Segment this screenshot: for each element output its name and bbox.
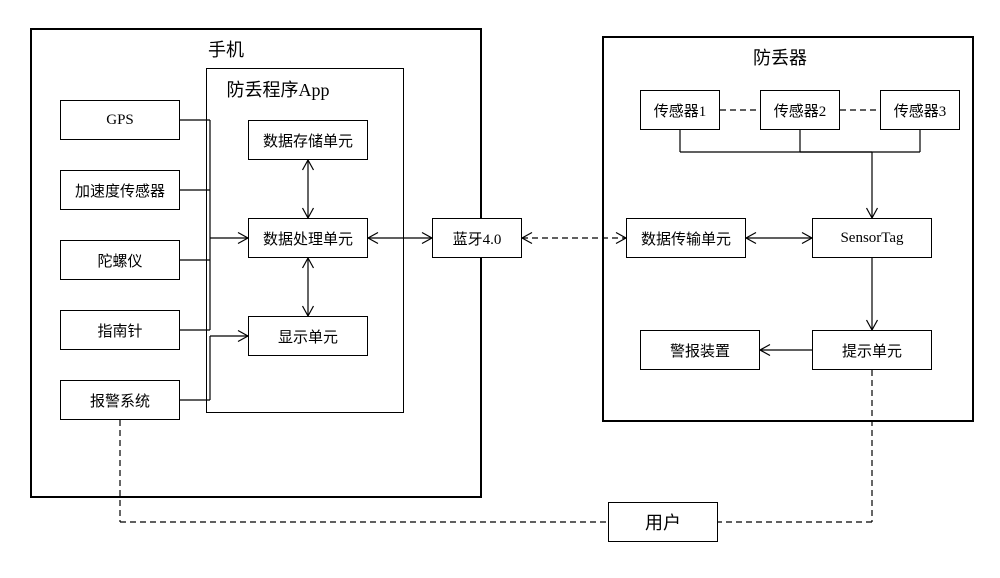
processor-node: 数据处理单元	[248, 218, 368, 258]
alarm-node: 报警系统	[60, 380, 180, 420]
display-text: 显示单元	[278, 326, 338, 347]
transfer-text: 数据传输单元	[641, 228, 731, 249]
sensor3-text: 传感器3	[894, 100, 947, 121]
tracker-label: 防丢器	[720, 44, 840, 70]
sensor2-node: 传感器2	[760, 90, 840, 130]
gps-node: GPS	[60, 100, 180, 140]
gyro-text: 陀螺仪	[97, 250, 142, 271]
accel-text: 加速度传感器	[75, 180, 165, 201]
hint-text: 提示单元	[842, 340, 902, 361]
compass-text: 指南针	[97, 320, 142, 341]
transfer-node: 数据传输单元	[626, 218, 746, 258]
sensortag-text: SensorTag	[840, 230, 903, 247]
phone-label: 手机	[166, 36, 286, 62]
processor-text: 数据处理单元	[263, 228, 353, 249]
sensortag-node: SensorTag	[812, 218, 932, 258]
alarmdev-text: 警报装置	[670, 340, 730, 361]
alarmdev-node: 警报装置	[640, 330, 760, 370]
user-text: 用户	[645, 509, 681, 535]
sensor2-text: 传感器2	[774, 100, 827, 121]
bluetooth-text: 蓝牙4.0	[453, 228, 502, 249]
diagram-canvas: { "fontsize_node": 15, "fontsize_big": 1…	[0, 0, 1000, 578]
hint-node: 提示单元	[812, 330, 932, 370]
sensor1-text: 传感器1	[654, 100, 707, 121]
bluetooth-node: 蓝牙4.0	[432, 218, 522, 258]
storage-text: 数据存储单元	[263, 130, 353, 151]
alarm-text: 报警系统	[90, 390, 150, 411]
display-node: 显示单元	[248, 316, 368, 356]
user-node: 用户	[608, 502, 718, 542]
storage-node: 数据存储单元	[248, 120, 368, 160]
sensor1-node: 传感器1	[640, 90, 720, 130]
accel-node: 加速度传感器	[60, 170, 180, 210]
gyro-node: 陀螺仪	[60, 240, 180, 280]
app-label: 防丢程序App	[218, 76, 338, 102]
gps-text: GPS	[106, 112, 134, 129]
compass-node: 指南针	[60, 310, 180, 350]
sensor3-node: 传感器3	[880, 90, 960, 130]
